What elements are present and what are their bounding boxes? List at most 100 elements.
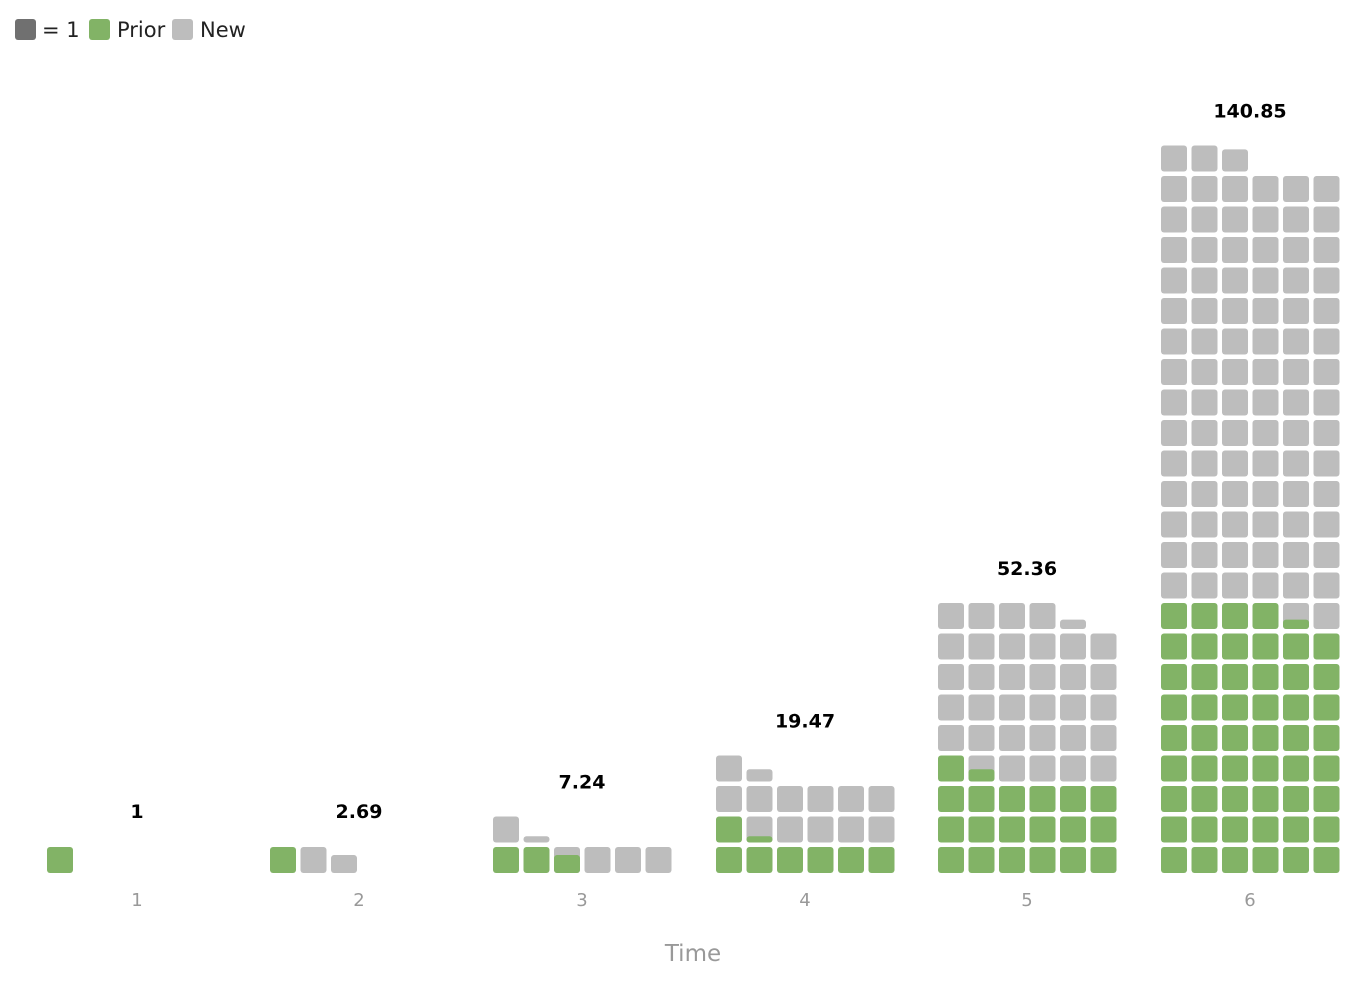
waffle-cell-new <box>1313 359 1340 385</box>
waffle-cell-new <box>1090 633 1117 660</box>
waffle-cell-new <box>1283 298 1309 324</box>
waffle-cell-new <box>1191 298 1218 324</box>
waffle-cell-new <box>1313 420 1340 446</box>
waffle-cell-new <box>1313 237 1340 263</box>
waffle-cell-prior <box>1161 633 1187 660</box>
waffle-cell-prior <box>777 847 803 873</box>
waffle-cell-new <box>1191 206 1218 233</box>
waffle-cell-new <box>1191 145 1218 172</box>
waffle-cell-prior <box>1161 694 1187 721</box>
waffle-cell-prior <box>1222 664 1248 690</box>
waffle-cell-new <box>938 603 964 629</box>
waffle-cell-prior <box>523 847 550 873</box>
waffle-cell-new <box>999 664 1025 690</box>
waffle-cell-new <box>999 694 1025 721</box>
waffle-cell-new <box>1191 359 1218 385</box>
waffle-cell-prior <box>1222 725 1248 751</box>
waffle-cell-prior <box>1161 847 1187 873</box>
waffle-cell-prior <box>1161 725 1187 751</box>
x-tick-label: 4 <box>799 890 810 911</box>
waffle-cell-prior <box>1313 847 1340 873</box>
waffle-cell-prior <box>1252 633 1279 660</box>
waffle-cell-prior <box>47 847 73 873</box>
waffle-cell-prior <box>999 847 1025 873</box>
waffle-cell-new <box>1191 450 1218 477</box>
waffle-cell-prior <box>1222 786 1248 812</box>
waffle-cell-prior <box>1090 786 1117 812</box>
column-total-label: 52.36 <box>997 558 1057 580</box>
waffle-cell-prior <box>1060 816 1086 843</box>
waffle-cell-new <box>1191 481 1218 507</box>
waffle-cell-prior <box>1283 694 1309 721</box>
waffle-cell-new <box>1252 481 1279 507</box>
column-total-label: 1 <box>130 801 143 823</box>
waffle-cell-new <box>493 816 519 843</box>
waffle-cell-prior <box>968 769 995 782</box>
waffle-cell-prior <box>1161 603 1187 629</box>
waffle-cell-new <box>1191 389 1218 416</box>
waffle-cell-prior <box>1191 816 1218 843</box>
waffle-cell-new <box>1090 725 1117 751</box>
waffle-cell-new <box>1283 450 1309 477</box>
waffle-cell-prior <box>1222 755 1248 782</box>
waffle-cell-new <box>1222 572 1248 599</box>
x-tick-label: 5 <box>1021 890 1032 911</box>
legend: = 1 Prior New <box>15 18 246 42</box>
waffle-cell-new <box>1313 481 1340 507</box>
waffle-cell-new <box>1313 511 1340 538</box>
waffle-cell-new <box>1090 664 1117 690</box>
waffle-cell-new <box>999 603 1025 629</box>
waffle-cell-new <box>1313 328 1340 355</box>
waffle-cell-new <box>1161 542 1187 568</box>
waffle-cell-new <box>999 633 1025 660</box>
waffle-cell-new <box>968 664 995 690</box>
waffle-cell-new <box>1222 511 1248 538</box>
waffle-cell-new <box>1191 420 1218 446</box>
waffle-cell-new <box>1161 328 1187 355</box>
waffle-cell-new <box>1090 755 1117 782</box>
waffle-cell-prior <box>1283 816 1309 843</box>
waffle-cell-new <box>968 633 995 660</box>
waffle-cell-new <box>1283 572 1309 599</box>
waffle-cell-new <box>999 725 1025 751</box>
waffle-cell-new <box>1161 511 1187 538</box>
legend-prior-swatch <box>89 19 110 40</box>
waffle-cell-new <box>938 694 964 721</box>
waffle-cell-prior <box>746 847 773 873</box>
waffle-cell-prior <box>968 816 995 843</box>
waffle-cell-prior <box>1252 786 1279 812</box>
waffle-cell-new <box>968 694 995 721</box>
waffle-cell-new <box>1313 206 1340 233</box>
waffle-cell-new <box>1222 450 1248 477</box>
waffle-cell-prior <box>1222 847 1248 873</box>
waffle-cell-new <box>1161 389 1187 416</box>
waffle-cell-prior <box>716 847 742 873</box>
waffle-cell-prior <box>1191 664 1218 690</box>
waffle-cell-new <box>1029 694 1056 721</box>
waffle-cell-prior <box>1283 786 1309 812</box>
column-total-label: 2.69 <box>336 801 383 823</box>
waffle-cell-prior <box>1191 847 1218 873</box>
legend-new-swatch <box>172 19 193 40</box>
waffle-cell-prior <box>1252 603 1279 629</box>
waffle-cell-new <box>1252 572 1279 599</box>
waffle-cell-new <box>777 816 803 843</box>
legend-new-label: New <box>200 18 246 42</box>
waffle-cell-new <box>1161 481 1187 507</box>
waffle-cell-new <box>938 633 964 660</box>
waffle-cell-new <box>807 786 834 812</box>
waffle-cell-new <box>1161 572 1187 599</box>
waffle-cell-prior <box>938 755 964 782</box>
waffle-cell-new <box>746 769 773 782</box>
waffle-cell-prior <box>1283 619 1309 629</box>
x-tick-label: 3 <box>576 890 587 911</box>
waffle-cell-new <box>1060 664 1086 690</box>
waffle-cell-new <box>968 725 995 751</box>
waffle-cell-new <box>807 816 834 843</box>
legend-unit-swatch <box>15 19 36 40</box>
waffle-cell-new <box>1161 206 1187 233</box>
waffle-cell-new <box>838 816 864 843</box>
waffle-cell-new <box>1191 328 1218 355</box>
waffle-cell-new <box>1222 176 1248 202</box>
